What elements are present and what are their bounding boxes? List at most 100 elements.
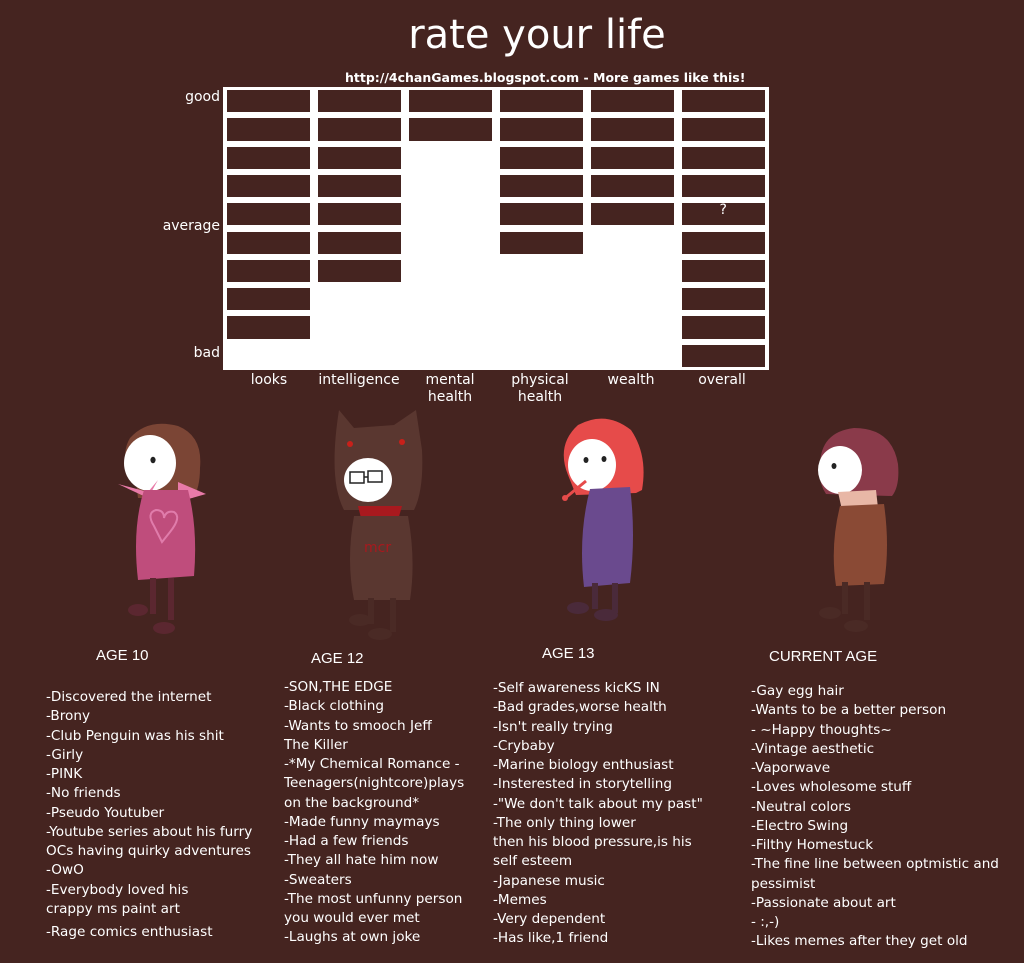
list-item: -Club Penguin was his shit [46, 727, 224, 744]
list-item: - ~Happy thoughts~ [751, 721, 892, 738]
list-age-13: -Self awareness kicKS IN -Bad grades,wor… [493, 679, 703, 949]
rating-cell [682, 344, 765, 367]
list-age-10: -Discovered the internet -Brony -Club Pe… [46, 688, 252, 942]
rating-cell [227, 316, 310, 339]
rating-cell [682, 288, 765, 311]
list-item: Teenagers(nightcore)plays [284, 775, 465, 792]
list-item: -Bad grades,worse health [493, 699, 667, 716]
list-item: -Vintage aesthetic [751, 740, 875, 757]
figure-age-13 [562, 418, 644, 621]
rating-cell [682, 259, 765, 283]
list-item: - :,-) [751, 914, 780, 930]
age-label-current: CURRENT AGE [769, 648, 878, 665]
list-item: -Sweaters [284, 871, 352, 888]
list-item: -SON,THE EDGE [284, 679, 393, 695]
source-link[interactable]: http://4chanGames.blogspot.com - More ga… [345, 70, 746, 85]
overall-question-mark: ? [719, 202, 727, 219]
page-title: rate your life [408, 12, 666, 58]
rating-cell [500, 203, 583, 226]
rating-cell [318, 118, 401, 141]
list-item: -Gay egg hair [751, 683, 844, 699]
list-item: The Killer [284, 736, 348, 753]
rating-cell [318, 259, 401, 283]
shirt-text: mcr [364, 540, 391, 556]
rating-chart: ? [223, 87, 769, 370]
list-item: -Wants to smooch Jeff [284, 717, 432, 734]
list-item: -Very dependent [493, 911, 606, 927]
list-item: -Insterested in storytelling [493, 776, 673, 793]
age-label-10: AGE 10 [96, 647, 149, 664]
list-item: -Had a few friends [284, 833, 409, 849]
rating-cell [227, 118, 310, 141]
list-item: -Neutral colors [751, 798, 851, 815]
list-item: self esteem [493, 853, 573, 870]
list-current-age: -Gay egg hair -Wants to be a better pers… [751, 682, 999, 952]
list-item: -Brony [46, 708, 91, 725]
rating-cell [500, 118, 583, 141]
list-item: -Wants to be a better person [751, 702, 947, 719]
rating-cell [227, 203, 310, 226]
list-item: on the background* [284, 794, 420, 811]
rating-cell [682, 146, 765, 169]
rating-cell [318, 174, 401, 198]
list-item: -The fine line between optmistic and [751, 856, 999, 873]
y-label-average: average [162, 218, 220, 234]
list-item: -Girly [46, 746, 84, 763]
figure-age-12: mcr [334, 410, 423, 640]
list-item: -Isn't really trying [493, 718, 613, 735]
rating-cell [591, 174, 674, 198]
list-item: -The most unfunny person [284, 890, 463, 907]
list-item: -Pseudo Youtuber [46, 804, 165, 821]
rating-cell [591, 146, 674, 169]
rating-cell [682, 231, 765, 254]
list-item: -Youtube series about his furry [46, 823, 253, 840]
list-item: -*My Chemical Romance - [284, 756, 460, 772]
rating-cell [227, 288, 310, 311]
rating-cell [682, 316, 765, 339]
rating-cell [227, 231, 310, 254]
age-label-12: AGE 12 [311, 650, 364, 667]
list-item: -Memes [493, 891, 547, 908]
list-item: -The only thing lower [493, 814, 636, 831]
list-item: -Vaporwave [751, 760, 831, 776]
rating-cell [591, 203, 674, 226]
rating-cell [227, 146, 310, 169]
list-item: -Made funny maymays [284, 813, 440, 830]
list-item: OCs having quirky adventures [46, 843, 251, 859]
rating-cell [682, 174, 765, 198]
list-item: -Black clothing [284, 698, 385, 715]
rating-cell [591, 90, 674, 113]
rating-cell [227, 259, 310, 283]
list-age-12: -SON,THE EDGE -Black clothing -Wants to … [284, 678, 464, 948]
rating-cell [318, 203, 401, 226]
list-item: -Marine biology enthusiast [493, 757, 674, 773]
rating-cell [227, 174, 310, 198]
rating-cell [500, 174, 583, 198]
list-item: you would ever met [284, 910, 420, 926]
x-label-mental-health: mental health [425, 372, 475, 405]
list-item: then his blood pressure,is his [493, 834, 692, 850]
list-item: -They all hate him now [284, 852, 439, 869]
list-item: -Has like,1 friend [493, 930, 609, 947]
y-label-bad: bad [193, 345, 220, 361]
rating-cell [409, 90, 492, 113]
age-label-13: AGE 13 [542, 645, 595, 662]
y-label-good: good [185, 89, 220, 105]
rating-cell [318, 231, 401, 254]
list-item: -Rage comics enthusiast [46, 924, 213, 940]
x-label-overall: overall [698, 372, 746, 388]
list-item: -Electro Swing [751, 817, 849, 834]
rating-cell [227, 90, 310, 113]
list-item: -Japanese music [493, 872, 605, 889]
list-item: crappy ms paint art [46, 900, 180, 917]
list-item: -OwO [46, 862, 84, 879]
list-item: -Laughs at own joke [284, 929, 421, 946]
rating-cell [500, 90, 583, 113]
list-item: -Discovered the internet [46, 689, 212, 705]
list-item: -No friends [46, 785, 121, 802]
rating-cell [682, 203, 765, 226]
rating-cell [682, 90, 765, 113]
rating-cell [500, 231, 583, 254]
list-item: -Crybaby [493, 737, 555, 754]
rating-cell [500, 146, 583, 169]
